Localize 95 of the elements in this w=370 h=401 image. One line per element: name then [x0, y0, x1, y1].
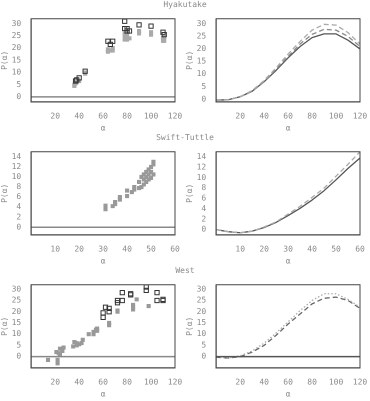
y-axis-title: P(α)	[184, 50, 194, 70]
x-tick-label: 40	[307, 244, 318, 254]
x-tick-label: 100	[328, 378, 344, 387]
y-tick-label: 25	[196, 31, 206, 40]
chart-title: Hyakutake	[162, 0, 208, 9]
x-tick-label: 120	[168, 378, 182, 387]
y-tick-label: 15	[196, 56, 206, 66]
x-axis-title: α	[100, 123, 106, 132]
x-tick-label: 20	[74, 244, 84, 254]
chart-title: West	[174, 266, 196, 275]
chart-title: Swift-Tuttle	[155, 133, 215, 142]
x-axis-title: α	[100, 389, 106, 398]
y-tick-label: 10	[12, 68, 22, 77]
y-tick-label: 4	[16, 202, 22, 212]
x-tick-label: 100	[144, 378, 158, 387]
y-tick-label: 14	[12, 152, 22, 161]
y-tick-label: 5	[201, 82, 206, 91]
x-tick-label: 20	[235, 378, 246, 387]
x-tick-label: 20	[235, 112, 246, 121]
y-tick-label: 4	[201, 204, 206, 213]
x-tick-label: 60	[283, 112, 294, 121]
y-axis-title: P(α)	[184, 184, 194, 203]
y-tick-label: 10	[12, 172, 22, 182]
y-tick-label: 25	[196, 296, 206, 305]
x-tick-label: 40	[259, 378, 270, 387]
y-tick-label: 20	[196, 44, 206, 54]
x-tick-label: 60	[355, 244, 365, 254]
x-tick-label: 120	[168, 112, 182, 121]
x-axis-title: α	[286, 123, 291, 132]
x-tick-label: 40	[74, 112, 84, 121]
y-axis-title: P(α)	[0, 316, 9, 336]
y-tick-label: 12	[12, 162, 22, 171]
x-axis-title: α	[286, 389, 291, 398]
y-tick-label: 2	[16, 212, 22, 222]
x-tick-label: 10	[50, 244, 60, 254]
x-tick-label: 120	[352, 112, 368, 121]
x-tick-label: 60	[98, 378, 108, 387]
x-tick-label: 40	[74, 378, 84, 387]
y-tick-label: 25	[12, 296, 22, 305]
y-tick-label: 2	[201, 214, 206, 224]
x-tick-label: 80	[307, 112, 318, 121]
x-axis-title: α	[286, 256, 291, 266]
y-tick-label: 14	[196, 152, 206, 162]
y-tick-label: 10	[196, 69, 206, 78]
x-axis-title: α	[100, 256, 106, 266]
x-tick-label: 60	[283, 378, 294, 387]
y-tick-label: 30	[196, 284, 206, 294]
x-tick-label: 80	[307, 378, 318, 387]
y-tick-label: 30	[12, 284, 22, 294]
y-tick-label: 30	[12, 18, 22, 28]
y-tick-label: 0	[16, 352, 22, 361]
x-tick-label: 20	[50, 378, 60, 387]
x-tick-label: 80	[122, 112, 132, 121]
x-tick-label: 50	[146, 244, 156, 254]
x-tick-label: 30	[283, 244, 294, 254]
y-tick-label: 8	[16, 182, 22, 192]
y-tick-label: 15	[196, 318, 206, 328]
y-tick-label: 0	[201, 224, 206, 234]
y-tick-label: 20	[12, 43, 22, 52]
y-tick-label: 12	[196, 162, 206, 172]
x-tick-label: 20	[259, 244, 270, 254]
y-tick-label: 5	[16, 340, 22, 350]
y-tick-label: 10	[196, 172, 206, 182]
y-tick-label: 20	[196, 306, 206, 316]
x-tick-label: 120	[352, 378, 368, 387]
y-tick-label: 0	[16, 92, 22, 101]
y-tick-label: 0	[16, 222, 22, 232]
y-tick-label: 30	[196, 18, 206, 28]
y-tick-label: 15	[12, 55, 22, 64]
x-tick-label: 60	[170, 244, 180, 254]
y-tick-label: 20	[12, 306, 22, 316]
y-axis-title: P(α)	[0, 184, 9, 203]
y-tick-label: 10	[196, 329, 206, 338]
y-tick-label: 0	[201, 94, 206, 104]
x-tick-label: 30	[98, 244, 108, 254]
y-axis-title: P(α)	[184, 316, 194, 336]
y-axis-title: P(α)	[0, 50, 9, 70]
y-tick-label: 6	[201, 194, 206, 203]
x-tick-label: 40	[122, 244, 132, 254]
x-tick-label: 100	[328, 112, 344, 121]
x-tick-label: 60	[98, 112, 108, 121]
y-tick-label: 5	[201, 340, 206, 350]
x-tick-label: 40	[259, 112, 270, 121]
x-tick-label: 10	[235, 244, 246, 254]
y-tick-label: 6	[16, 192, 22, 202]
y-tick-label: 0	[201, 352, 206, 361]
y-tick-label: 5	[16, 80, 22, 89]
y-tick-label: 15	[12, 318, 22, 328]
x-tick-label: 100	[144, 112, 158, 121]
x-tick-label: 20	[50, 112, 60, 121]
y-tick-label: 25	[12, 30, 22, 40]
y-tick-label: 8	[201, 183, 206, 192]
y-tick-label: 10	[12, 329, 22, 338]
x-tick-label: 80	[122, 378, 132, 387]
x-tick-label: 50	[331, 244, 342, 254]
